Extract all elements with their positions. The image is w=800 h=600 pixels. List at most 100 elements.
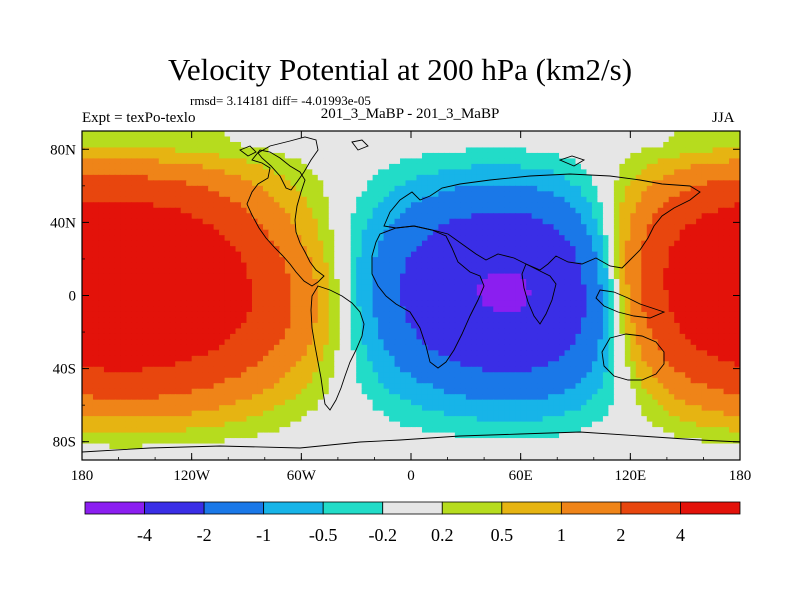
field-cell — [257, 339, 264, 346]
field-cell — [109, 202, 116, 209]
field-cell — [460, 131, 467, 138]
field-cell — [591, 300, 599, 308]
field-cell — [372, 328, 379, 335]
field-cell — [701, 196, 708, 203]
field-cell — [712, 229, 719, 236]
field-cell — [723, 136, 730, 143]
field-cell — [723, 333, 730, 340]
field-cell — [235, 295, 242, 302]
field-cell — [400, 240, 407, 247]
field-cell — [230, 158, 237, 165]
field-cell — [350, 240, 357, 247]
field-cell — [394, 163, 401, 170]
field-cell — [580, 251, 588, 258]
field-cell — [443, 191, 450, 198]
field-cell — [723, 141, 730, 149]
field-cell — [147, 180, 154, 187]
field-cell — [438, 240, 445, 247]
field-cell — [273, 355, 280, 362]
field-cell — [389, 169, 396, 176]
field-cell — [345, 284, 352, 291]
field-cell — [147, 174, 154, 181]
field-cell — [476, 328, 483, 335]
field-cell — [345, 290, 352, 297]
field-cell — [471, 350, 478, 357]
field-cell — [624, 131, 631, 138]
field-cell — [312, 180, 319, 187]
field-cell — [591, 202, 599, 209]
field-cell — [630, 350, 637, 357]
field-cell — [509, 339, 516, 346]
field-cell — [339, 333, 346, 340]
field-cell — [476, 158, 483, 165]
field-cell — [114, 328, 121, 335]
field-cell — [367, 169, 374, 176]
field-cell — [213, 131, 220, 138]
field-cell — [125, 322, 132, 329]
field-cell — [471, 136, 478, 143]
field-cell — [273, 273, 280, 280]
field-cell — [531, 196, 538, 203]
field-cell — [564, 196, 571, 203]
field-cell — [361, 141, 368, 149]
field-cell — [87, 180, 94, 187]
field-cell — [268, 152, 275, 160]
field-cell — [520, 273, 527, 280]
field-cell — [548, 339, 555, 346]
field-cell — [290, 136, 297, 143]
field-cell — [729, 152, 736, 160]
field-cell — [652, 152, 659, 160]
field-cell — [553, 152, 560, 160]
field-cell — [465, 131, 472, 138]
field-cell — [411, 355, 418, 362]
field-cell — [712, 317, 719, 324]
field-cell — [542, 240, 549, 247]
field-cell — [372, 147, 379, 154]
field-cell — [630, 229, 637, 236]
field-cell — [537, 279, 544, 286]
field-cell — [630, 273, 637, 280]
field-cell — [707, 163, 714, 170]
field-cell — [729, 295, 736, 302]
field-cell — [723, 147, 730, 154]
field-cell — [575, 322, 582, 329]
field-cell — [389, 240, 396, 247]
field-cell — [591, 235, 599, 242]
field-cell — [383, 152, 390, 160]
field-cell — [591, 284, 599, 291]
field-cell — [328, 350, 335, 357]
field-cell — [262, 191, 270, 198]
field-cell — [301, 295, 308, 302]
field-cell — [208, 180, 215, 187]
field-cell — [306, 180, 313, 187]
field-cell — [175, 295, 182, 302]
field-cell — [526, 257, 533, 264]
field-cell — [685, 218, 692, 225]
field-cell — [411, 300, 418, 308]
field-cell — [367, 290, 374, 297]
field-cell — [482, 240, 489, 247]
field-cell — [432, 152, 440, 160]
field-cell — [92, 333, 100, 340]
field-cell — [241, 290, 248, 297]
field-cell — [635, 290, 642, 297]
field-cell — [208, 328, 215, 335]
field-cell — [663, 158, 670, 165]
field-cell — [339, 240, 346, 247]
field-cell — [454, 174, 461, 181]
field-cell — [328, 328, 335, 335]
field-cell — [619, 185, 626, 192]
field-cell — [515, 344, 522, 351]
field-cell — [191, 344, 198, 351]
field-cell — [114, 273, 121, 280]
field-cell — [504, 273, 511, 280]
field-cell — [246, 202, 253, 209]
field-cell — [685, 251, 692, 258]
field-cell — [586, 240, 593, 247]
field-cell — [367, 333, 374, 340]
field-cell — [624, 207, 631, 214]
field-cell — [334, 350, 341, 357]
field-cell — [290, 350, 297, 357]
field-cell — [301, 163, 308, 170]
field-cell — [405, 147, 412, 154]
